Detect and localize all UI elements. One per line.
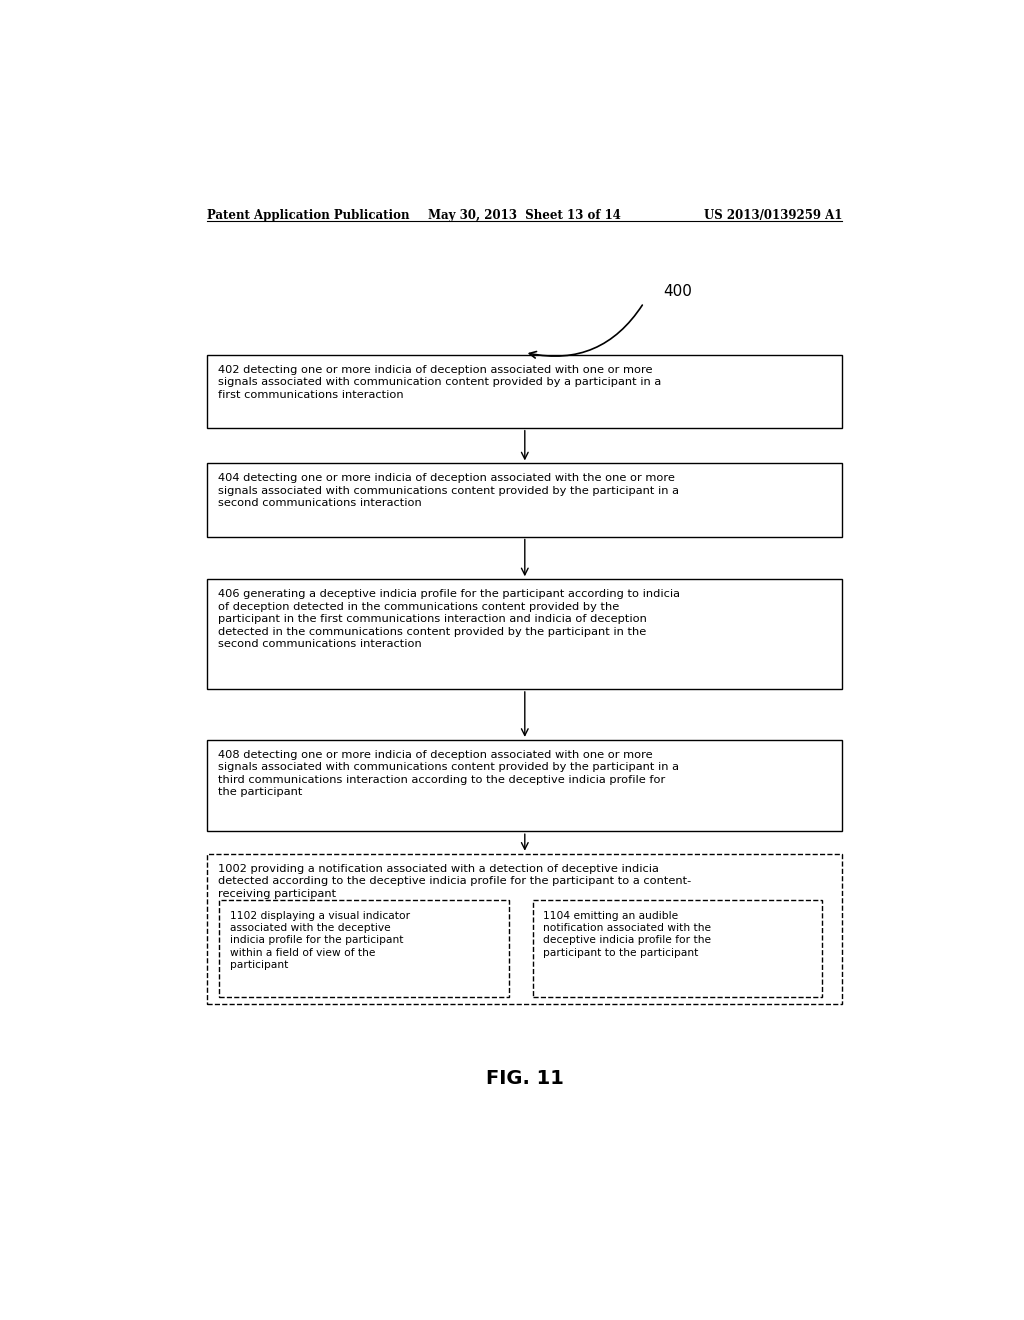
Text: May 30, 2013  Sheet 13 of 14: May 30, 2013 Sheet 13 of 14	[428, 210, 622, 222]
Text: 1104 emitting an audible
notification associated with the
deceptive indicia prof: 1104 emitting an audible notification as…	[543, 911, 712, 958]
Bar	[207, 463, 843, 536]
Bar	[207, 739, 843, 832]
Text: 402 detecting one or more indicia of deception associated with one or more
signa: 402 detecting one or more indicia of dec…	[218, 364, 660, 400]
Text: US 2013/0139259 A1: US 2013/0139259 A1	[703, 210, 842, 222]
Text: 404 detecting one or more indicia of deception associated with the one or more
s: 404 detecting one or more indicia of dec…	[218, 474, 679, 508]
Text: 1102 displaying a visual indicator
associated with the deceptive
indicia profile: 1102 displaying a visual indicator assoc…	[229, 911, 410, 970]
Text: 1002 providing a notification associated with a detection of deceptive indicia
d: 1002 providing a notification associated…	[218, 863, 691, 899]
Bar	[207, 579, 843, 689]
Bar	[207, 854, 843, 1005]
Text: FIG. 11: FIG. 11	[485, 1069, 564, 1088]
Text: Patent Application Publication: Patent Application Publication	[207, 210, 410, 222]
Bar	[207, 355, 843, 428]
Bar	[532, 900, 822, 997]
Bar	[219, 900, 509, 997]
Text: 400: 400	[664, 284, 692, 298]
Text: 408 detecting one or more indicia of deception associated with one or more
signa: 408 detecting one or more indicia of dec…	[218, 750, 679, 797]
Text: 406 generating a deceptive indicia profile for the participant according to indi: 406 generating a deceptive indicia profi…	[218, 589, 680, 649]
